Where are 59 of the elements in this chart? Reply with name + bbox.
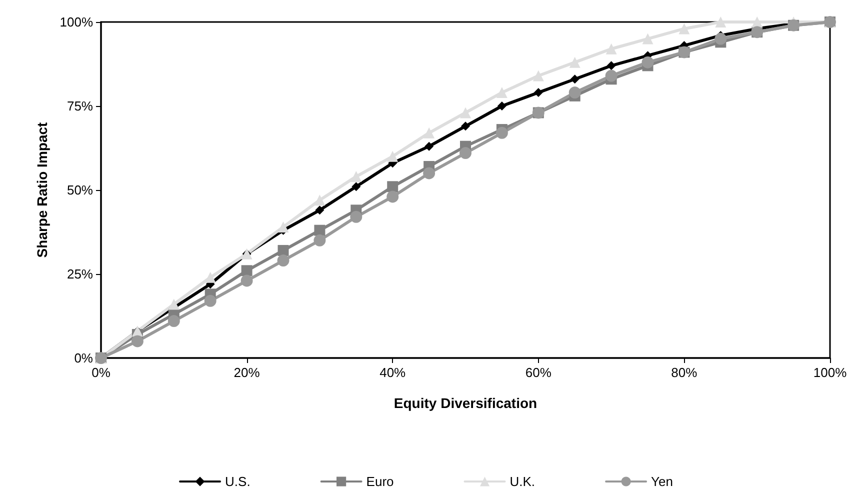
point xyxy=(714,32,727,45)
x-tick-label: 40% xyxy=(380,365,406,380)
point xyxy=(642,56,654,68)
point xyxy=(460,147,472,160)
point xyxy=(424,127,435,138)
point xyxy=(314,234,326,246)
point xyxy=(131,335,144,348)
point xyxy=(497,102,506,110)
point xyxy=(277,254,290,267)
point xyxy=(496,87,508,98)
x-tick-label: 80% xyxy=(671,365,698,380)
point xyxy=(715,16,726,28)
y-tick-label: 0% xyxy=(74,350,94,366)
y-tick-label: 25% xyxy=(66,266,94,282)
point xyxy=(168,315,180,328)
point xyxy=(352,182,361,192)
point xyxy=(240,274,253,287)
point xyxy=(424,142,434,151)
point xyxy=(315,206,324,215)
point xyxy=(606,43,617,54)
point xyxy=(314,224,326,236)
legend-label: Yen xyxy=(651,474,673,489)
point xyxy=(678,23,690,34)
point xyxy=(532,70,544,82)
point xyxy=(278,244,289,256)
point xyxy=(568,86,581,99)
y-axis-title: Sharpe Ratio Impact xyxy=(34,122,50,258)
y-tick-label: 75% xyxy=(66,98,94,114)
point xyxy=(168,298,180,310)
point xyxy=(350,171,362,182)
point xyxy=(314,194,326,206)
point xyxy=(204,294,216,307)
point xyxy=(534,88,543,98)
point xyxy=(204,272,216,283)
point xyxy=(278,221,289,232)
legend-label: U.K. xyxy=(510,474,536,489)
point xyxy=(461,122,470,131)
point xyxy=(606,61,616,70)
legend-label: U.S. xyxy=(225,474,250,489)
x-tick-label: 100% xyxy=(813,365,848,380)
y-tick-label: 50% xyxy=(66,182,94,198)
y-tick-label: 100% xyxy=(60,14,94,30)
point xyxy=(605,70,618,82)
point xyxy=(387,181,398,192)
point xyxy=(241,265,252,276)
x-axis-title: Equity Diversification xyxy=(394,395,538,411)
point xyxy=(642,33,654,44)
x-tick-label: 0% xyxy=(92,365,111,380)
point xyxy=(350,210,362,223)
x-tick-label: 60% xyxy=(525,365,552,380)
legend-label: Euro xyxy=(366,474,394,489)
point xyxy=(496,126,508,139)
point xyxy=(570,74,580,84)
point xyxy=(387,150,398,162)
point xyxy=(569,56,580,68)
x-tick-label: 20% xyxy=(234,365,260,380)
point xyxy=(460,107,471,118)
point xyxy=(386,190,399,203)
point xyxy=(423,167,436,180)
